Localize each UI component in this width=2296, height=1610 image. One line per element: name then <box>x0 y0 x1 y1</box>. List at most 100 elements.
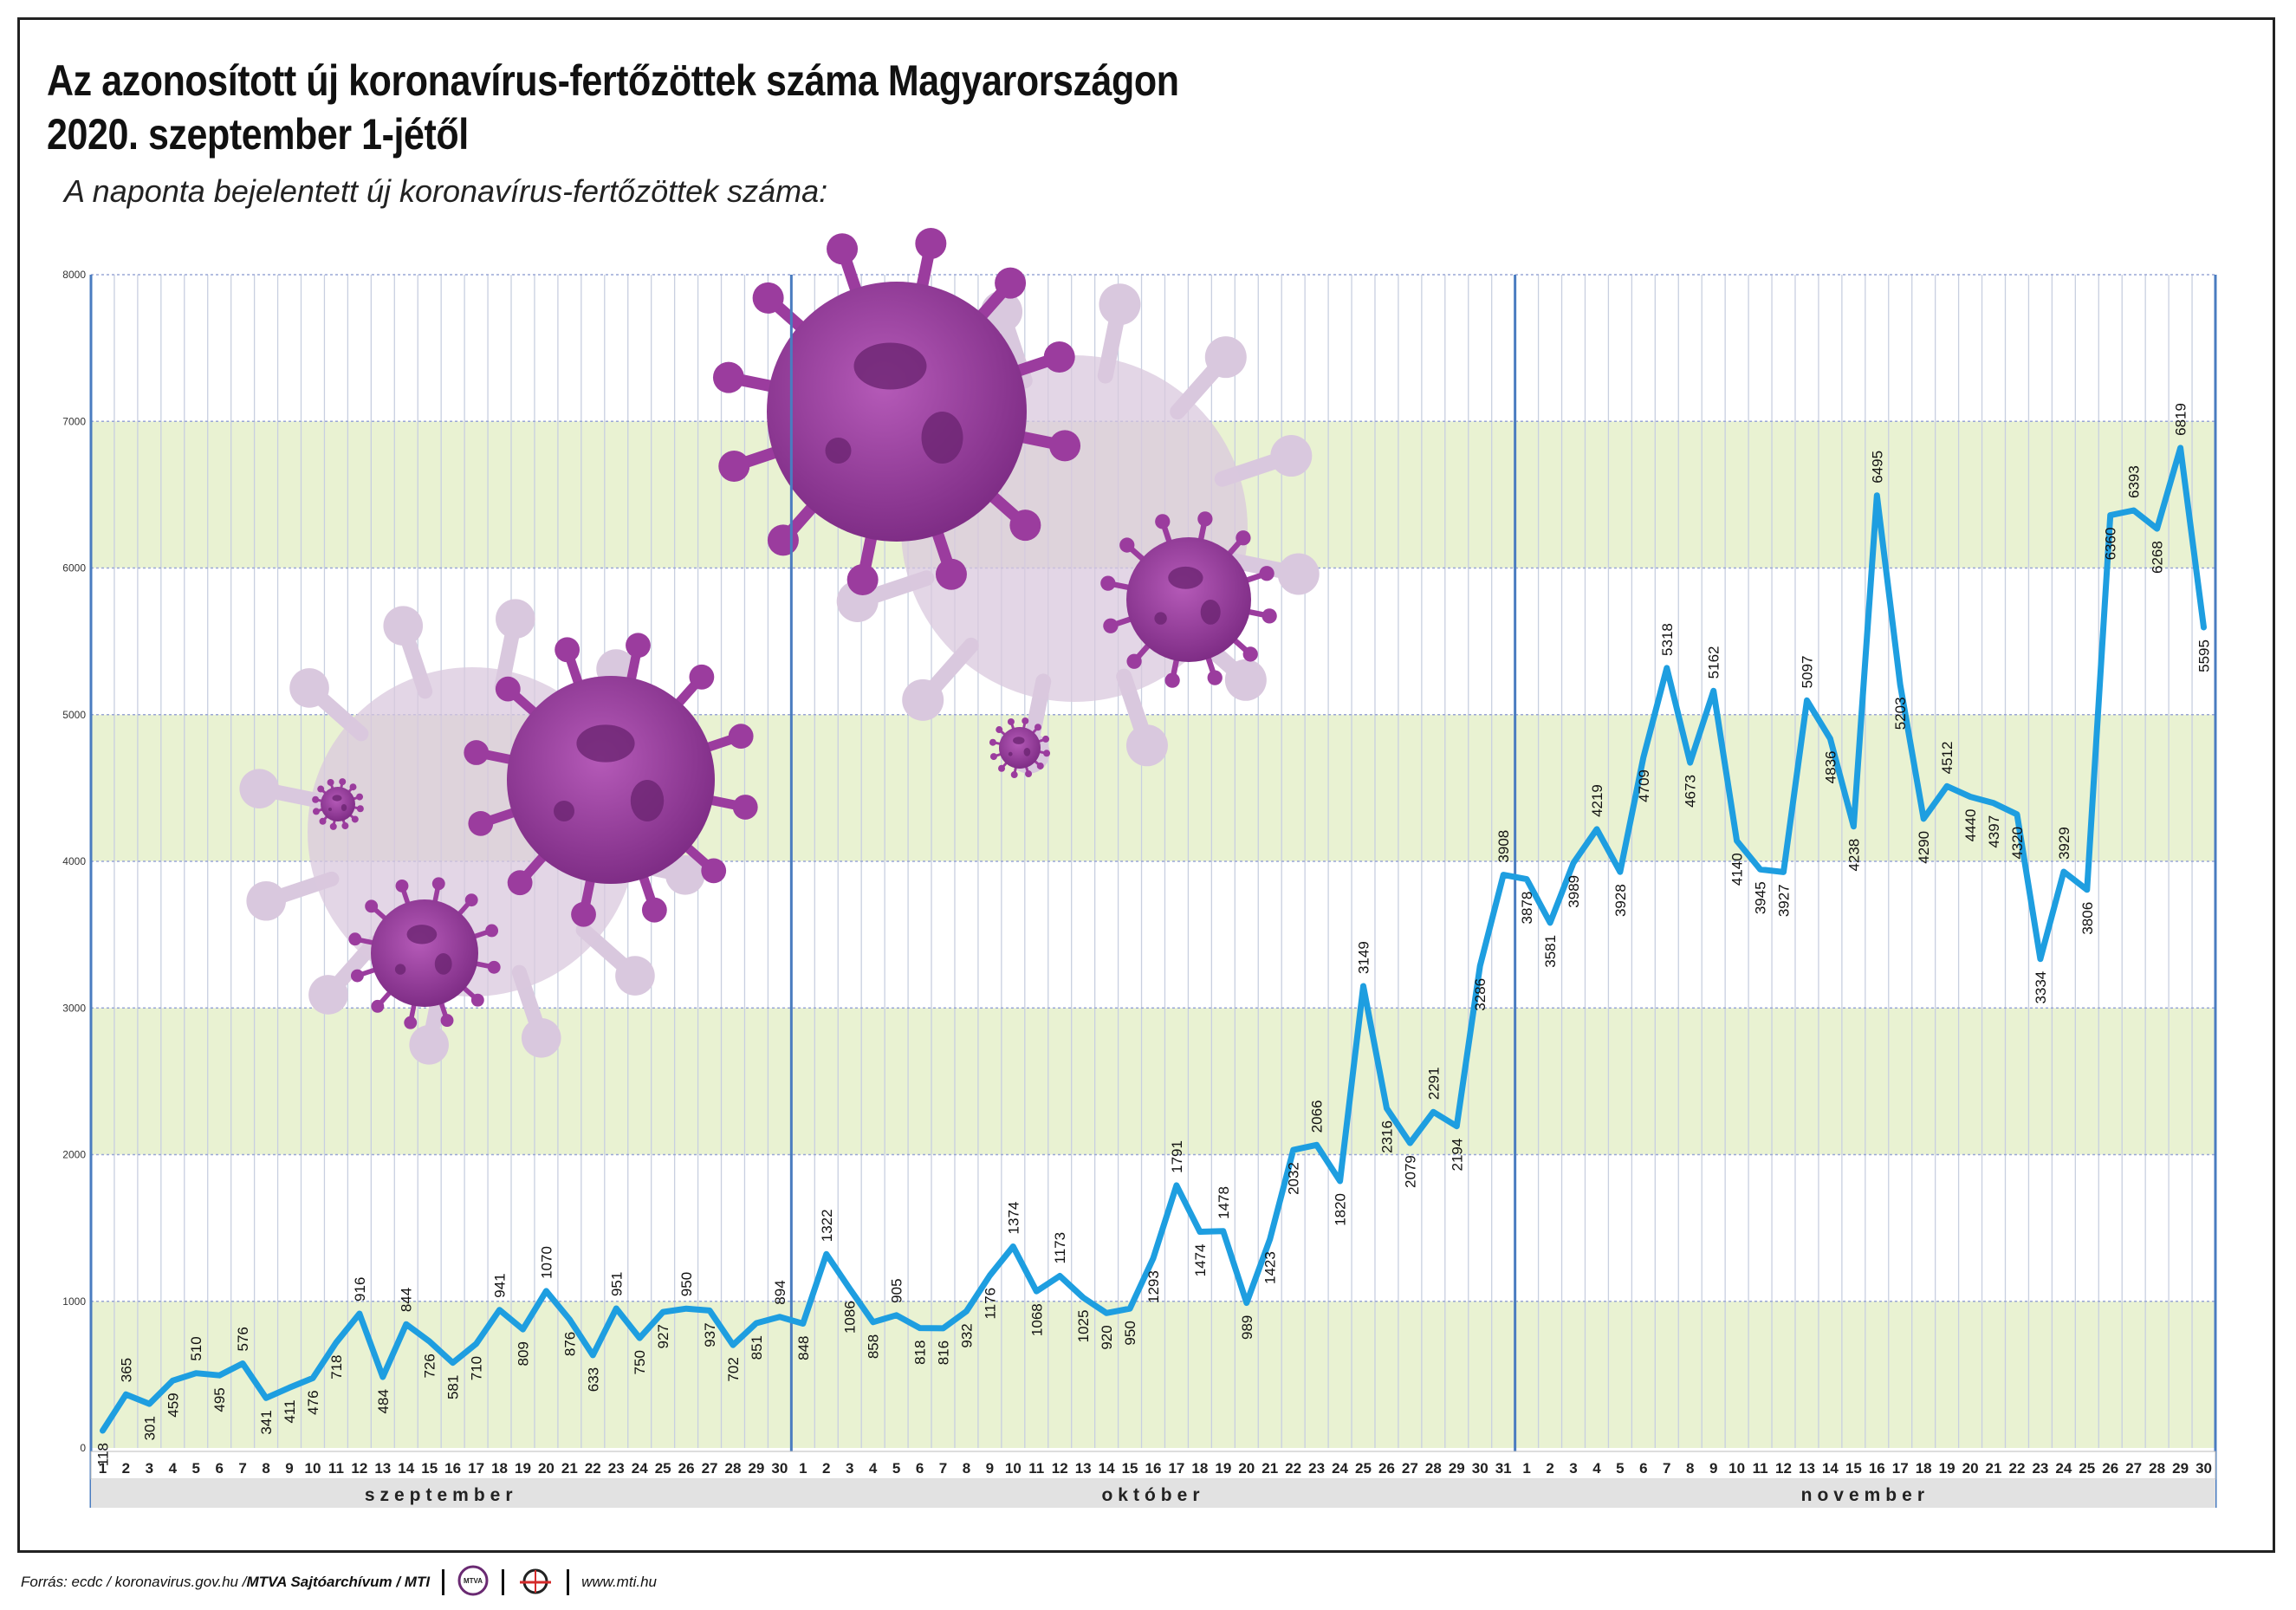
data-label: 2291 <box>1425 1067 1442 1100</box>
mti-logo-icon <box>516 1564 555 1601</box>
virus-crater <box>1154 612 1167 625</box>
data-label: 3945 <box>1753 881 1769 914</box>
data-point <box>1385 1107 1388 1110</box>
data-label: 3878 <box>1519 892 1535 925</box>
data-label: 576 <box>235 1327 251 1351</box>
x-tick-label: 12 <box>1775 1460 1792 1477</box>
x-tick-label: 22 <box>1285 1460 1301 1477</box>
data-point <box>1595 828 1599 831</box>
data-label: 3581 <box>1542 935 1559 968</box>
virus-spike-tip <box>1155 514 1171 529</box>
data-label: 3928 <box>1612 884 1629 917</box>
data-point <box>1735 839 1739 842</box>
data-point <box>1292 1148 1295 1152</box>
mtva-logo-icon: MTVA <box>457 1564 490 1601</box>
x-tick-label: 15 <box>1845 1460 1862 1477</box>
virus-crater <box>434 953 452 975</box>
data-point <box>147 1402 151 1406</box>
virus-spike-tip <box>495 676 521 702</box>
data-point <box>2085 888 2089 892</box>
x-tick-label: 21 <box>1262 1460 1278 1477</box>
virus-spike-tip <box>718 450 750 482</box>
data-label: 1820 <box>1333 1193 1349 1226</box>
data-point <box>1222 1230 1225 1233</box>
data-point <box>2062 870 2066 873</box>
series-line-group <box>100 445 2207 1434</box>
data-point <box>1992 802 1995 805</box>
x-tick-label: 10 <box>305 1460 321 1477</box>
data-label: 941 <box>492 1273 509 1297</box>
data-label: 6495 <box>1869 451 1885 484</box>
x-tick-label: 24 <box>2055 1460 2072 1477</box>
data-label: 927 <box>655 1324 671 1348</box>
virus-spike-tip <box>902 678 944 721</box>
virus-icon <box>464 633 758 927</box>
data-label: 2079 <box>1402 1155 1418 1188</box>
virus-spike-tip <box>827 233 859 265</box>
data-point <box>544 1289 548 1293</box>
data-label: 989 <box>1239 1315 1255 1340</box>
virus-icon <box>712 227 1081 596</box>
data-point <box>498 1308 502 1312</box>
virus-spike-tip <box>752 282 784 314</box>
data-point <box>1175 1184 1178 1187</box>
virus-spike-tip <box>246 880 287 921</box>
x-tick-label: 23 <box>2032 1460 2048 1477</box>
month-dividers <box>89 275 2217 1508</box>
data-label: 4238 <box>1845 839 1862 872</box>
virus-spike-tip <box>732 795 758 820</box>
x-tick-label: 23 <box>608 1460 625 1477</box>
data-point <box>1058 1274 1061 1277</box>
virus-spike-tip <box>1242 646 1258 662</box>
data-label: 411 <box>282 1399 298 1423</box>
data-point <box>1339 1179 1342 1183</box>
data-point <box>614 1307 618 1310</box>
data-label: 894 <box>772 1280 788 1304</box>
x-tick-label: 6 <box>215 1460 223 1477</box>
x-tick-label: 4 <box>1592 1460 1601 1477</box>
virus-crater <box>554 801 574 821</box>
virus-spike-tip <box>996 726 1003 734</box>
data-label: 365 <box>118 1358 134 1382</box>
data-label: 581 <box>445 1375 462 1399</box>
footer: Forrás: ecdc / koronavirus.gov.hu / MTVA… <box>21 1564 657 1601</box>
x-tick-label: 22 <box>2009 1460 2026 1477</box>
x-tick-label: 12 <box>1052 1460 1068 1477</box>
virus-spike-tip <box>995 267 1027 299</box>
virus-spike-tip <box>665 855 705 895</box>
data-label: 118 <box>94 1443 111 1466</box>
virus-spike-tip <box>1036 762 1044 769</box>
x-tick-label: 18 <box>491 1460 508 1477</box>
x-tick-label: 17 <box>1168 1460 1184 1477</box>
data-point <box>381 1375 385 1379</box>
data-point <box>1431 1110 1435 1113</box>
data-label: 3806 <box>2079 902 2096 935</box>
virus-spike-tip <box>239 769 279 808</box>
footer-divider <box>502 1569 505 1595</box>
y-tick-label: 1000 <box>62 1295 86 1308</box>
month-strip <box>91 1479 2215 1508</box>
x-tick-label: 19 <box>1215 1460 1231 1477</box>
data-point <box>1642 756 1645 759</box>
x-tick-label: 15 <box>1122 1460 1138 1477</box>
data-label: 1176 <box>982 1288 998 1320</box>
data-point <box>101 1429 104 1432</box>
virus-spike-tip <box>1164 672 1180 688</box>
y-tick-label: 4000 <box>62 855 86 867</box>
x-tick-label: 13 <box>374 1460 391 1477</box>
chart-subtitle: A naponta bejelentett új koronavírus-fer… <box>64 173 828 209</box>
x-tick-label: 14 <box>398 1460 414 1477</box>
data-point <box>1478 964 1482 968</box>
virus-spike-tip <box>989 738 996 746</box>
data-label: 905 <box>889 1278 905 1302</box>
grid-band <box>91 1008 2215 1155</box>
virus-spike-tip <box>496 599 535 639</box>
data-label: 848 <box>795 1335 812 1360</box>
data-label: 1025 <box>1075 1310 1092 1343</box>
data-point <box>1922 817 1925 821</box>
virus-spike-tip <box>485 924 499 938</box>
x-tick-label: 21 <box>1986 1460 2002 1477</box>
virus-spike-tip <box>1007 717 1015 725</box>
x-tick-label: 11 <box>1028 1460 1044 1477</box>
data-label: 5097 <box>1799 656 1815 689</box>
